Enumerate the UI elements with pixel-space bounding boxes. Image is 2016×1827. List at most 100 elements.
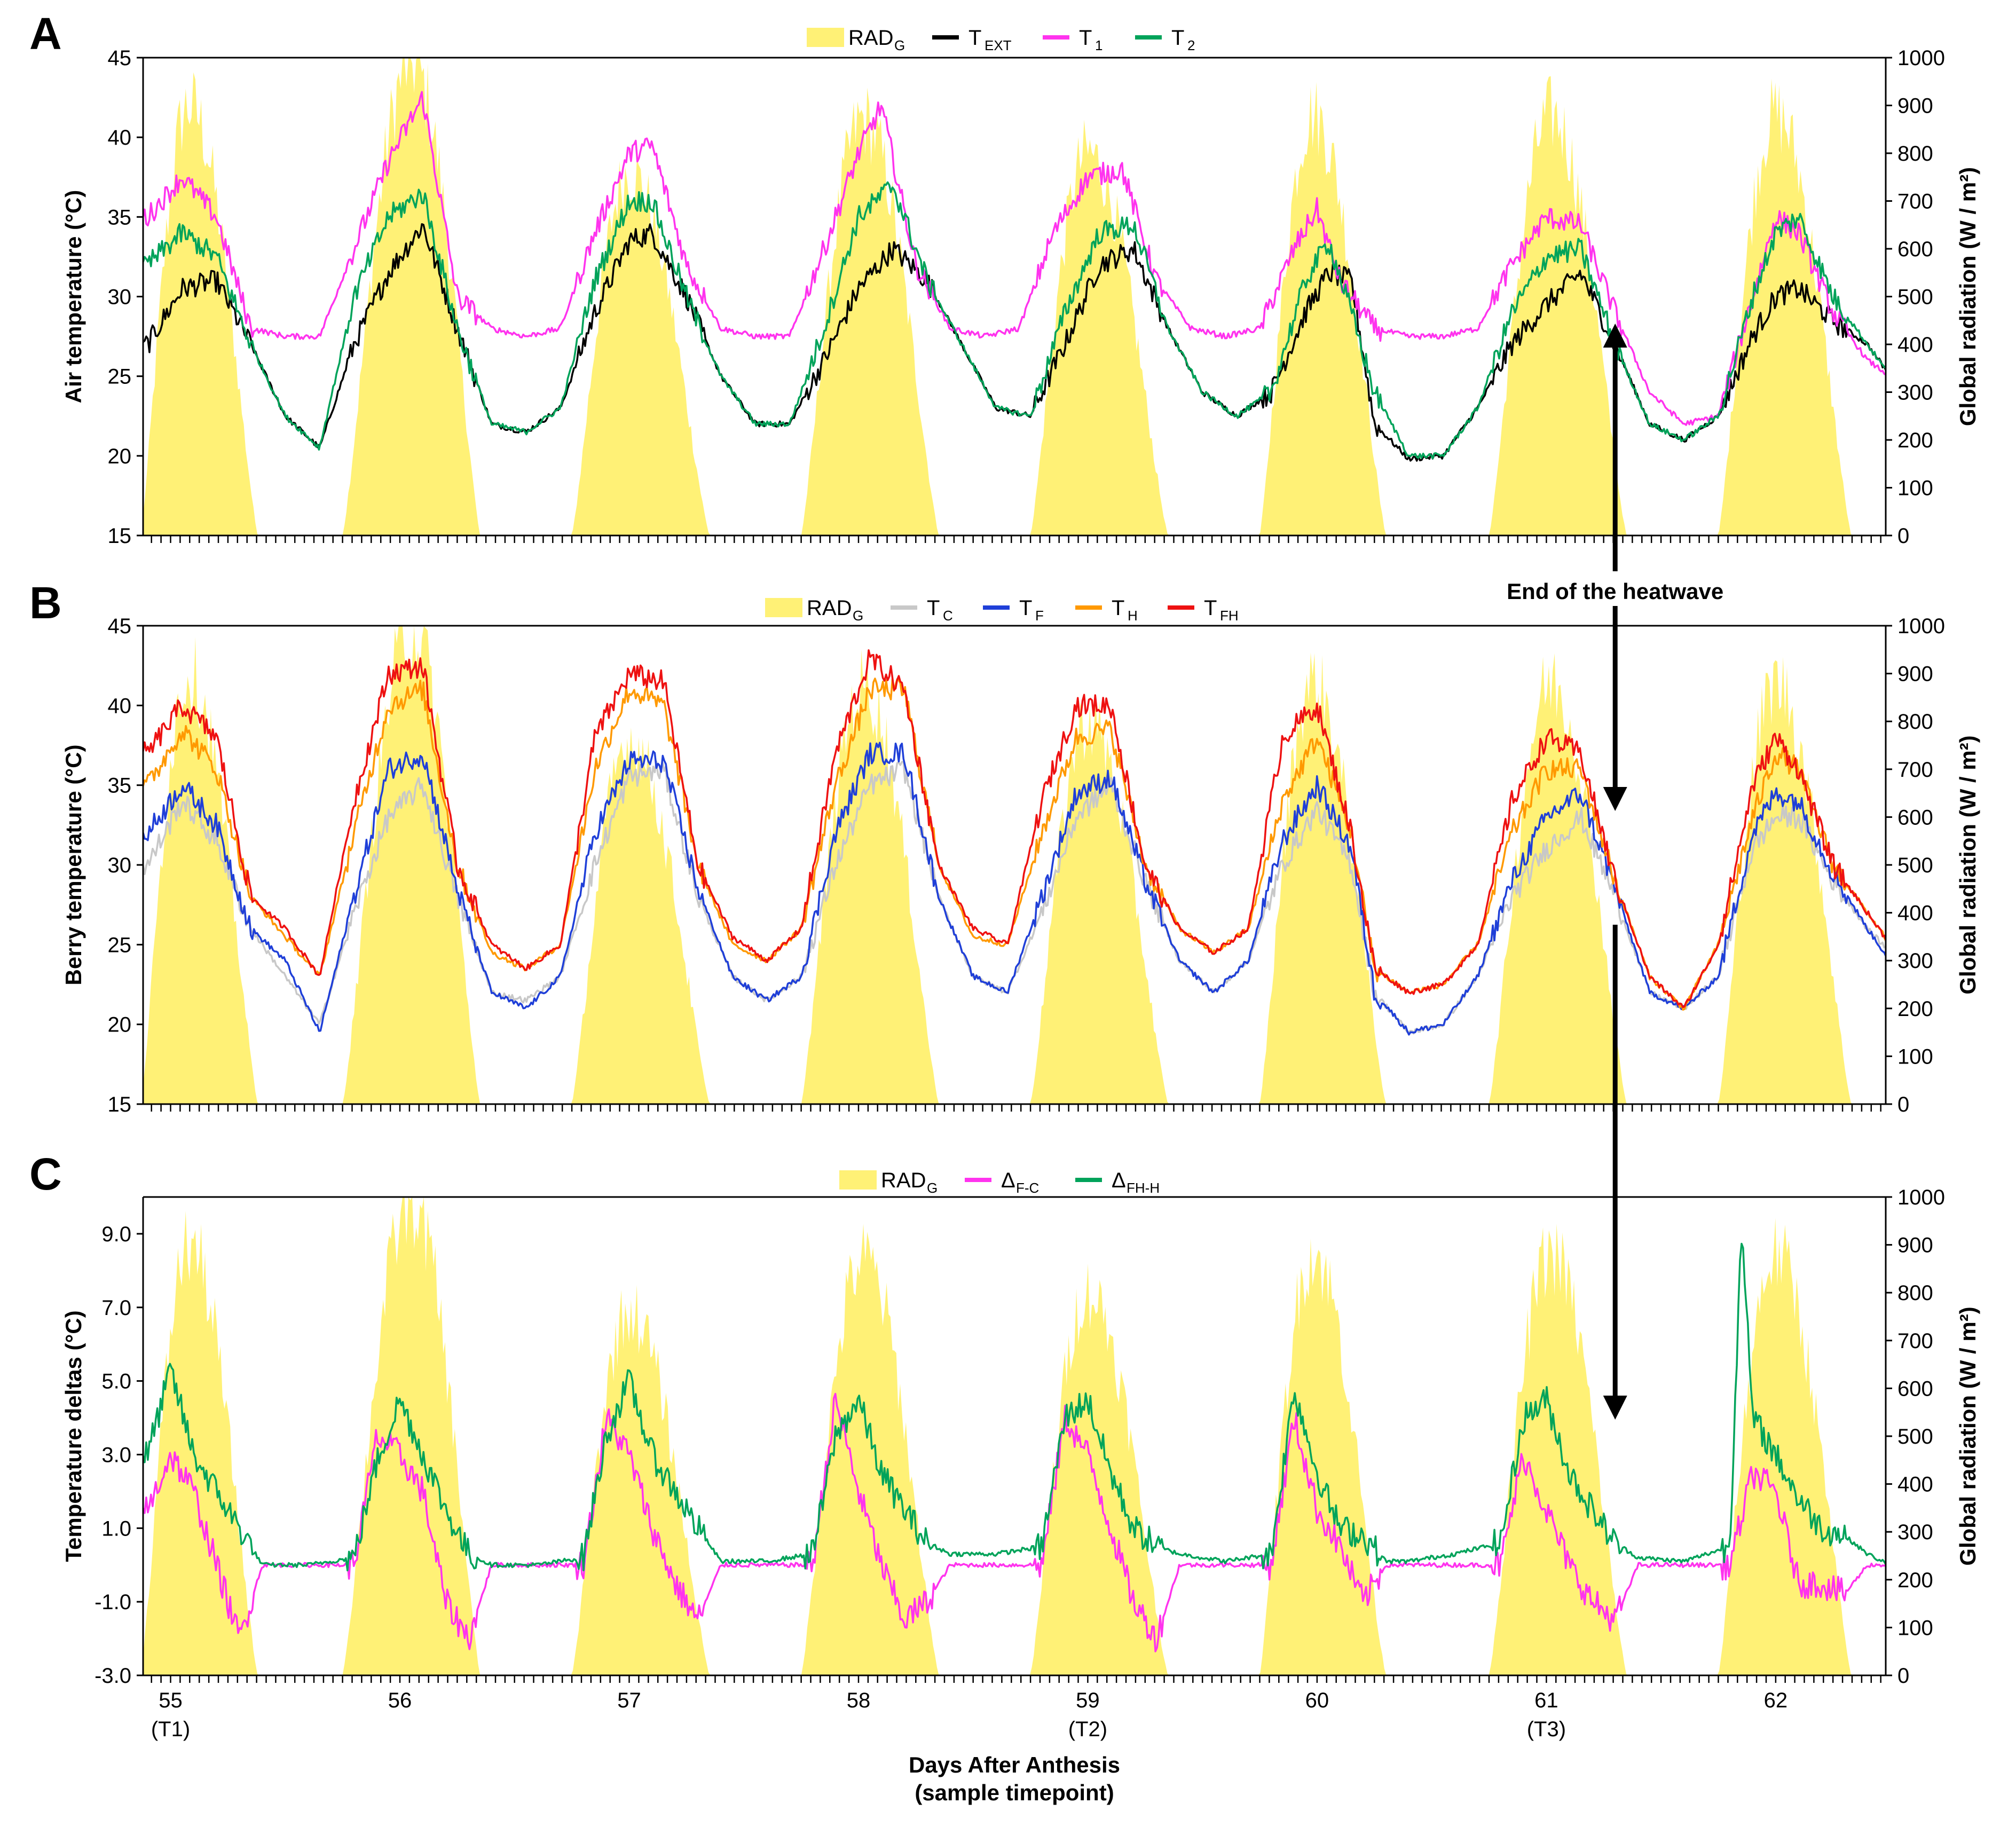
legend-label: Δ: [1001, 1169, 1015, 1192]
legend-swatch-rad: [765, 598, 802, 617]
annotation-text: End of the heatwave: [1507, 579, 1723, 604]
legend-label-sub: G: [853, 608, 863, 624]
y2-axis-title: Global radiation (W / m²): [1955, 167, 1980, 426]
y-tick-label: 1.0: [101, 1517, 131, 1540]
x-tick-label: 55: [159, 1689, 183, 1712]
y-tick-label: -1.0: [94, 1590, 131, 1614]
y-axis-title: Air temperature (°C): [61, 190, 86, 404]
y2-tick-label: 200: [1897, 429, 1933, 452]
y2-tick-label: 600: [1897, 806, 1933, 829]
radiation-fill: [143, 1197, 1886, 1675]
y2-tick-label: 100: [1897, 477, 1933, 500]
y-tick-label: 35: [108, 206, 132, 229]
x-axis-labels: 55 (T1) 56 57 58 59 (T2) 60 61 (T3) 62 Days After A…: [151, 1689, 1787, 1805]
legend-label-sub: F-C: [1016, 1180, 1039, 1196]
legend-label: T: [1079, 26, 1092, 50]
panel-letter: A: [29, 9, 62, 59]
y2-tick-label: 100: [1897, 1045, 1933, 1068]
legend-label: T: [968, 26, 981, 50]
panel-b: 15 20 25 30 35 40 45 0 100 200 300 400 500 600 700 800 9…: [29, 578, 1980, 1116]
y-tick-label: 45: [108, 615, 132, 638]
x-minor-ticks: [151, 1104, 1881, 1112]
x-tick-label: 58: [847, 1689, 871, 1712]
heatwave-annotation: End of the heatwave: [1507, 324, 1723, 1420]
series-line-delta_FH-H: [142, 1242, 1887, 1572]
legend-label-sub: G: [894, 37, 905, 53]
y2-tick-label: 500: [1897, 854, 1933, 877]
legend-label-sub: EXT: [985, 37, 1012, 53]
y2-tick-label: 700: [1897, 190, 1933, 214]
y-tick-label: 30: [108, 854, 132, 877]
y-tick-label: 5.0: [101, 1370, 131, 1393]
y2-axis-title: Global radiation (W / m²): [1955, 735, 1980, 994]
y2-tick-label: 0: [1897, 1664, 1909, 1688]
panel-letter: B: [29, 578, 62, 628]
y-tick-label: 20: [108, 1013, 132, 1037]
legend-swatch-rad: [807, 28, 844, 47]
y2-tick-label: 700: [1897, 758, 1933, 782]
x-tick-label: 60: [1305, 1689, 1329, 1712]
y-tick-label: 3.0: [101, 1443, 131, 1467]
y2-tick-label: 1000: [1897, 615, 1945, 638]
legend: RAD G T EXT T 1 T 2: [807, 26, 1195, 53]
y2-tick-label: 600: [1897, 1377, 1933, 1400]
legend-label-sub: G: [927, 1180, 938, 1196]
y2-tick-label: 800: [1897, 142, 1933, 166]
legend-label-sub: 1: [1095, 37, 1102, 53]
radiation-area: [143, 58, 1886, 536]
y2-tick-label: 100: [1897, 1616, 1933, 1640]
y-tick-label: 30: [108, 286, 132, 309]
y2-tick-label: 200: [1897, 1569, 1933, 1592]
series-line-T_EXT: [142, 223, 1887, 462]
y-tick-label: 15: [108, 524, 132, 548]
y2-tick-label: 800: [1897, 1281, 1933, 1305]
legend-swatch-rad: [839, 1170, 877, 1190]
legend-label-sub: FH: [1220, 608, 1239, 624]
series-line-T_1: [142, 91, 1886, 426]
legend-label-sub: F: [1035, 608, 1044, 624]
y2-tick-label: 900: [1897, 1234, 1933, 1257]
x-tick-label: 61: [1534, 1689, 1558, 1712]
legend-label-sub: FH-H: [1127, 1180, 1160, 1196]
legend-label: RAD: [807, 596, 852, 620]
y2-tick-label: 1000: [1897, 1186, 1945, 1209]
x-axis-title: Days After Anthesis: [909, 1752, 1120, 1777]
legend-label: Δ: [1112, 1169, 1126, 1192]
x-minor-ticks: [151, 536, 1881, 543]
y-axis-title: Berry temperature (°C): [61, 745, 86, 986]
radiation-fill: [143, 626, 1886, 1104]
y-tick-label: 25: [108, 933, 132, 957]
x-axis-subtitle: (sample timepoint): [915, 1780, 1114, 1805]
x-tick-label: 56: [388, 1689, 412, 1712]
legend-label: T: [1112, 596, 1124, 620]
y-tick-label: 15: [108, 1093, 132, 1116]
legend-label-sub: C: [943, 608, 953, 624]
legend: RAD G T C T F T H T FH: [765, 596, 1239, 624]
y2-tick-label: 0: [1897, 524, 1909, 548]
y-tick-label: -3.0: [94, 1664, 131, 1688]
legend-label: RAD: [848, 26, 893, 50]
panel-c: -3.0 -1.0 1.0 3.0 5.0 7.0 9.0 0 100 200 300 400 500 6…: [29, 1149, 1980, 1688]
x-tick-label: 62: [1764, 1689, 1788, 1712]
y2-tick-label: 300: [1897, 1521, 1933, 1544]
series-line-T_2: [142, 181, 1886, 460]
radiation-fill: [143, 58, 1886, 536]
y-tick-label: 7.0: [101, 1296, 131, 1320]
y-tick-label: 35: [108, 774, 132, 798]
x-tick-label: 59: [1076, 1689, 1100, 1712]
x-tick-sublabel: (T2): [1068, 1718, 1107, 1741]
y2-tick-label: 400: [1897, 902, 1933, 925]
y2-tick-label: 500: [1897, 1425, 1933, 1448]
y-tick-label: 40: [108, 694, 132, 718]
legend-label: RAD: [881, 1169, 926, 1192]
legend-label: T: [1204, 596, 1217, 620]
radiation-area: [143, 1197, 1886, 1675]
y2-tick-label: 600: [1897, 238, 1933, 261]
y2-tick-label: 700: [1897, 1329, 1933, 1353]
y2-tick-label: 200: [1897, 997, 1933, 1021]
y-tick-label: 45: [108, 46, 132, 70]
x-tick-sublabel: (T1): [151, 1718, 190, 1741]
y2-tick-label: 400: [1897, 333, 1933, 357]
series-line-delta_F-C: [142, 1392, 1886, 1652]
y2-tick-label: 900: [1897, 94, 1933, 118]
